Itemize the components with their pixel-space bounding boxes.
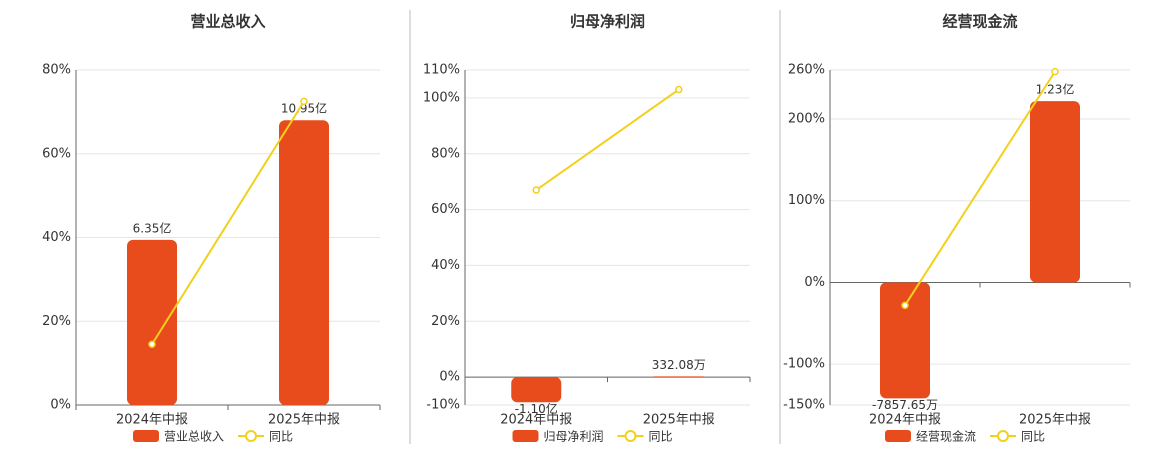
line-point — [901, 301, 909, 310]
chart-title: 营业总收入 — [190, 13, 265, 31]
line-point — [148, 340, 156, 349]
y-tick-label: 80% — [42, 63, 71, 78]
bar — [511, 377, 562, 403]
x-tick-label: 2024年中报 — [500, 413, 572, 428]
y-tick-label: 110% — [423, 63, 460, 78]
legend-swatch — [512, 430, 539, 442]
line — [904, 71, 1056, 306]
y-tick-label: 40% — [42, 230, 71, 245]
legend-swatch — [624, 430, 637, 442]
x-tick-label: 2025年中报 — [643, 413, 715, 428]
y-tick-label: 60% — [42, 146, 71, 161]
legend-swatch — [133, 430, 159, 442]
line-point — [532, 186, 540, 194]
y-tick-label: -10% — [426, 398, 460, 413]
line — [151, 100, 305, 345]
legend-swatch — [997, 430, 1010, 442]
data-label: 332.08万 — [652, 358, 706, 372]
line-point — [300, 97, 308, 106]
y-tick-label: 100% — [788, 193, 825, 208]
bar — [279, 120, 329, 405]
x-tick-label: 2025年中报 — [268, 413, 340, 428]
legend-label: 营业总收入 — [164, 430, 224, 444]
x-tick-label: 2024年中报 — [116, 413, 188, 428]
bar — [1030, 101, 1080, 283]
x-tick-label: 2024年中报 — [869, 413, 941, 428]
legend-label: 归母净利润 — [544, 430, 604, 444]
legend-label: 同比 — [649, 430, 673, 444]
y-tick-label: -100% — [783, 357, 825, 372]
legend-label: 经营现金流 — [916, 429, 976, 444]
legend-swatch — [885, 430, 911, 442]
data-label: -1.10亿 — [515, 401, 558, 416]
bar — [653, 376, 704, 378]
line — [535, 88, 680, 191]
data-label: -7857.65万 — [872, 398, 938, 412]
x-tick-label: 2025年中报 — [1019, 413, 1091, 428]
y-tick-label: 200% — [788, 112, 825, 127]
y-tick-label: 0% — [50, 398, 71, 413]
y-tick-label: -150% — [783, 398, 825, 413]
line-point — [675, 85, 683, 94]
legend-label: 同比 — [1021, 430, 1045, 444]
chart-title: 归母净利润 — [570, 13, 645, 31]
legend-label: 同比 — [269, 430, 293, 444]
y-tick-label: 260% — [788, 63, 825, 78]
bar — [880, 282, 930, 399]
data-label: 6.35亿 — [133, 220, 172, 235]
y-tick-label: 20% — [42, 314, 71, 329]
y-tick-label: 20% — [431, 314, 460, 329]
bar — [127, 239, 177, 405]
y-tick-label: 40% — [431, 258, 460, 273]
y-tick-label: 0% — [439, 370, 460, 385]
y-tick-label: 80% — [431, 146, 460, 161]
y-tick-label: 100% — [423, 90, 460, 105]
line-point — [1051, 67, 1059, 76]
legend-swatch — [245, 430, 258, 442]
chart-title: 经营现金流 — [942, 13, 1017, 31]
data-label: 10.95亿 — [281, 101, 327, 116]
y-tick-label: 60% — [431, 202, 460, 217]
y-tick-label: 0% — [804, 275, 825, 290]
